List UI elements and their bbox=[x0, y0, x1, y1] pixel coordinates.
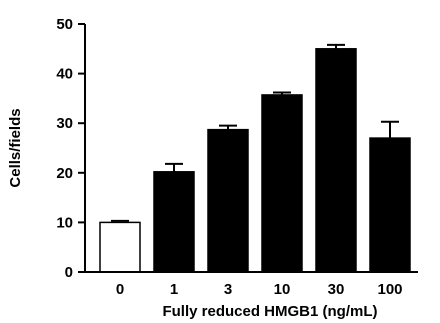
bar bbox=[369, 137, 411, 273]
x-tick-label: 10 bbox=[274, 281, 291, 298]
y-tick-label: 40 bbox=[56, 66, 73, 83]
y-tick-label: 20 bbox=[56, 165, 73, 182]
x-tick-label: 100 bbox=[377, 281, 402, 298]
bar bbox=[207, 128, 249, 273]
bar bbox=[99, 221, 141, 273]
y-tick-label: 50 bbox=[56, 16, 73, 33]
bars bbox=[99, 43, 411, 273]
y-tick-label: 0 bbox=[65, 264, 73, 281]
x-axis: 0 1 3 10 30 100 bbox=[85, 271, 418, 298]
y-axis-title: Cells/fields bbox=[7, 108, 24, 187]
y-tick-label: 10 bbox=[56, 214, 73, 231]
x-tick-label: 1 bbox=[170, 281, 178, 298]
y-axis: 0 10 20 30 40 50 bbox=[56, 16, 86, 281]
bar bbox=[153, 171, 195, 273]
x-tick-label: 30 bbox=[328, 281, 345, 298]
x-tick-label: 3 bbox=[224, 281, 232, 298]
y-tick-label: 30 bbox=[56, 115, 73, 132]
bar bbox=[315, 48, 357, 273]
bar bbox=[261, 94, 303, 273]
x-tick-label: 0 bbox=[116, 281, 124, 298]
x-axis-title: Fully reduced HMGB1 (ng/mL) bbox=[162, 303, 377, 320]
